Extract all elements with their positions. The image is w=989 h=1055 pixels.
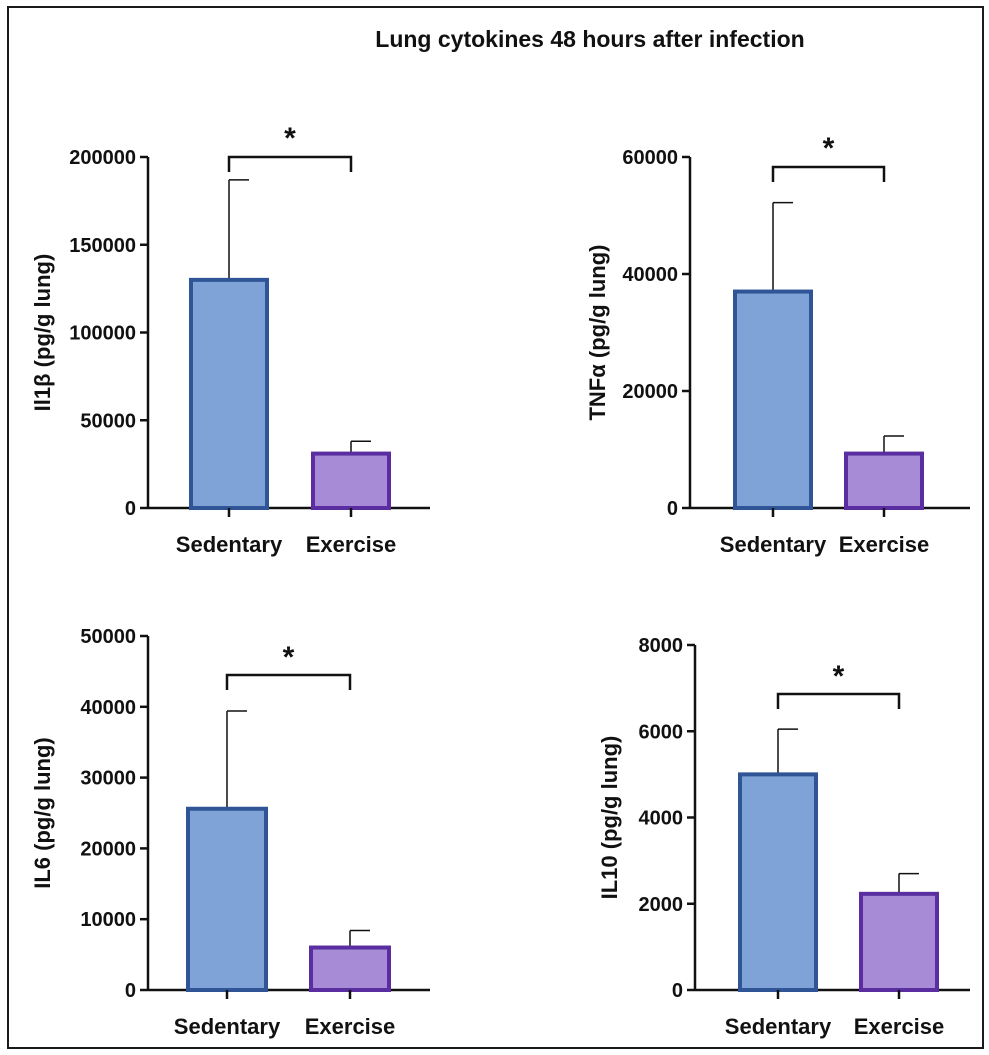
x-tick-label: Sedentary [176, 532, 283, 557]
bar-exercise [844, 451, 924, 510]
y-tick-label: 0 [672, 980, 683, 1002]
page-title: Lung cytokines 48 hours after infection [375, 26, 805, 52]
y-tick-label: 0 [667, 498, 678, 520]
y-tick-label: 0 [125, 980, 136, 1002]
significance-star: * [823, 132, 835, 165]
chart-panel-il10: 0 2000 4000 6000 8000 IL10 (pg/g lung) Sedenta… [597, 635, 970, 1039]
y-tick-label: 2000 [639, 894, 684, 916]
significance-star: * [283, 641, 295, 674]
chart-panel-il1b: 0 50000 100000 150000 200000 Il1β (pg/g lung)… [30, 122, 430, 557]
y-axis-label: Il1β (pg/g lung) [30, 254, 55, 412]
y-tick-label: 4000 [639, 808, 684, 830]
x-tick-label: Exercise [839, 532, 930, 557]
significance-bracket [227, 155, 353, 172]
y-axis-label: IL10 (pg/g lung) [597, 736, 622, 900]
x-tick-label: Exercise [305, 1014, 396, 1039]
bar-exercise [311, 451, 391, 510]
y-axis-label: IL6 (pg/g lung) [30, 737, 55, 889]
significance-bracket [776, 692, 901, 709]
y-tick-label: 6000 [639, 721, 684, 743]
x-tick-label: Exercise [306, 532, 397, 557]
significance-star: * [833, 660, 845, 693]
y-tick-label: 8000 [639, 635, 684, 657]
y-tick-label: 40000 [80, 697, 136, 719]
x-tick-label: Sedentary [174, 1014, 281, 1039]
y-tick-label: 10000 [80, 909, 136, 931]
chart-panel-il6: 0 10000 20000 30000 40000 50000 IL6 (pg/g lung… [30, 626, 430, 1039]
y-tick-label: 30000 [80, 768, 136, 790]
y-tick-label: 50000 [80, 626, 136, 648]
y-tick-label: 20000 [80, 838, 136, 860]
significance-star: * [284, 122, 296, 155]
x-tick-label: Sedentary [725, 1014, 832, 1039]
y-tick-label: 150000 [69, 235, 136, 257]
chart-panel-tnfa: 0 20000 40000 60000 TNFα (pg/g lung) Sedentar… [585, 132, 970, 557]
figure-frame [7, 6, 984, 1049]
bar-sedentary [189, 277, 269, 510]
bar-exercise [309, 945, 391, 993]
significance-bracket [225, 673, 352, 690]
x-tick-label: Exercise [854, 1014, 945, 1039]
y-tick-label: 60000 [622, 147, 678, 169]
bar-sedentary [733, 289, 813, 510]
y-tick-label: 200000 [69, 147, 136, 169]
bar-sedentary [738, 772, 818, 992]
bar-sedentary [186, 806, 268, 993]
y-tick-label: 20000 [622, 381, 678, 403]
y-axis-label: TNFα (pg/g lung) [585, 244, 610, 420]
significance-bracket [771, 165, 886, 182]
bar-exercise [859, 891, 939, 992]
y-tick-label: 100000 [69, 323, 136, 345]
y-tick-label: 50000 [80, 410, 136, 432]
y-tick-label: 0 [125, 498, 136, 520]
x-tick-label: Sedentary [720, 532, 827, 557]
y-tick-label: 40000 [622, 264, 678, 286]
